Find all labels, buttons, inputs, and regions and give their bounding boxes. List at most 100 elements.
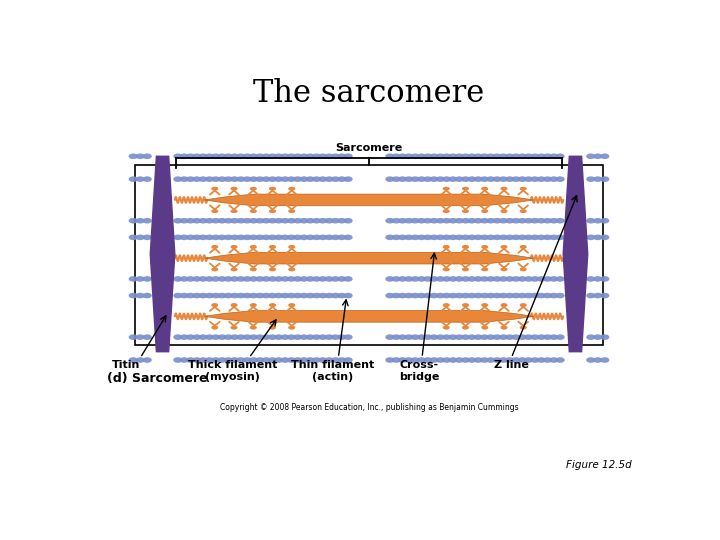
Ellipse shape: [199, 177, 207, 182]
Text: Sarcomere: Sarcomere: [336, 143, 402, 153]
Ellipse shape: [404, 293, 413, 299]
Ellipse shape: [212, 326, 218, 329]
Ellipse shape: [143, 234, 152, 240]
Ellipse shape: [410, 153, 420, 159]
Ellipse shape: [474, 153, 483, 159]
Ellipse shape: [211, 153, 220, 159]
Ellipse shape: [467, 234, 477, 240]
Ellipse shape: [549, 177, 559, 182]
Ellipse shape: [174, 334, 182, 340]
Ellipse shape: [224, 293, 233, 299]
Ellipse shape: [289, 326, 295, 329]
Ellipse shape: [261, 177, 271, 182]
Ellipse shape: [392, 293, 401, 299]
Ellipse shape: [410, 276, 420, 282]
Ellipse shape: [404, 276, 413, 282]
Ellipse shape: [280, 177, 289, 182]
Ellipse shape: [268, 153, 277, 159]
Ellipse shape: [518, 357, 527, 363]
Ellipse shape: [462, 267, 469, 271]
Polygon shape: [563, 156, 588, 352]
Ellipse shape: [212, 210, 218, 213]
Ellipse shape: [467, 218, 477, 224]
Ellipse shape: [443, 326, 449, 329]
Ellipse shape: [179, 334, 189, 340]
Ellipse shape: [204, 153, 214, 159]
Ellipse shape: [274, 153, 284, 159]
Ellipse shape: [586, 218, 595, 224]
Ellipse shape: [217, 234, 227, 240]
Ellipse shape: [337, 234, 346, 240]
Ellipse shape: [289, 210, 295, 213]
Ellipse shape: [467, 334, 477, 340]
Ellipse shape: [255, 357, 264, 363]
Ellipse shape: [467, 153, 477, 159]
Ellipse shape: [179, 153, 189, 159]
Ellipse shape: [410, 234, 420, 240]
Ellipse shape: [269, 326, 276, 329]
Ellipse shape: [186, 276, 195, 282]
Ellipse shape: [511, 234, 521, 240]
Ellipse shape: [129, 276, 138, 282]
Ellipse shape: [520, 245, 527, 249]
Ellipse shape: [442, 153, 451, 159]
Ellipse shape: [255, 334, 264, 340]
Ellipse shape: [274, 276, 284, 282]
Ellipse shape: [423, 293, 432, 299]
Ellipse shape: [593, 177, 603, 182]
Ellipse shape: [600, 293, 609, 299]
Ellipse shape: [398, 357, 407, 363]
Ellipse shape: [343, 293, 353, 299]
Ellipse shape: [331, 276, 340, 282]
Ellipse shape: [593, 218, 603, 224]
Ellipse shape: [586, 293, 595, 299]
Ellipse shape: [306, 276, 315, 282]
Ellipse shape: [293, 218, 302, 224]
Ellipse shape: [211, 276, 220, 282]
Ellipse shape: [287, 334, 296, 340]
Ellipse shape: [429, 234, 438, 240]
Ellipse shape: [436, 276, 445, 282]
Ellipse shape: [505, 357, 514, 363]
Ellipse shape: [593, 234, 603, 240]
Ellipse shape: [230, 187, 237, 191]
Ellipse shape: [211, 245, 218, 249]
Ellipse shape: [331, 334, 340, 340]
Ellipse shape: [212, 267, 218, 271]
Ellipse shape: [556, 293, 564, 299]
Ellipse shape: [480, 153, 489, 159]
Ellipse shape: [129, 153, 138, 159]
Ellipse shape: [211, 210, 218, 213]
Ellipse shape: [325, 334, 334, 340]
Ellipse shape: [501, 326, 508, 329]
Ellipse shape: [417, 357, 426, 363]
Ellipse shape: [492, 218, 502, 224]
Ellipse shape: [211, 267, 218, 271]
Ellipse shape: [429, 276, 438, 282]
Ellipse shape: [312, 153, 321, 159]
Ellipse shape: [392, 153, 401, 159]
Ellipse shape: [417, 293, 426, 299]
Ellipse shape: [392, 234, 401, 240]
Ellipse shape: [217, 218, 227, 224]
Ellipse shape: [255, 177, 264, 182]
Ellipse shape: [520, 303, 526, 307]
Ellipse shape: [337, 177, 346, 182]
Ellipse shape: [385, 276, 395, 282]
Ellipse shape: [269, 303, 276, 307]
Ellipse shape: [467, 177, 477, 182]
Ellipse shape: [261, 293, 271, 299]
Ellipse shape: [531, 334, 539, 340]
Ellipse shape: [462, 326, 469, 329]
Ellipse shape: [211, 334, 220, 340]
Ellipse shape: [312, 357, 321, 363]
Ellipse shape: [192, 276, 202, 282]
Ellipse shape: [442, 357, 451, 363]
Ellipse shape: [236, 218, 246, 224]
Ellipse shape: [268, 218, 277, 224]
Ellipse shape: [474, 234, 483, 240]
Ellipse shape: [179, 357, 189, 363]
Ellipse shape: [429, 177, 438, 182]
Ellipse shape: [536, 334, 546, 340]
Ellipse shape: [343, 153, 353, 159]
